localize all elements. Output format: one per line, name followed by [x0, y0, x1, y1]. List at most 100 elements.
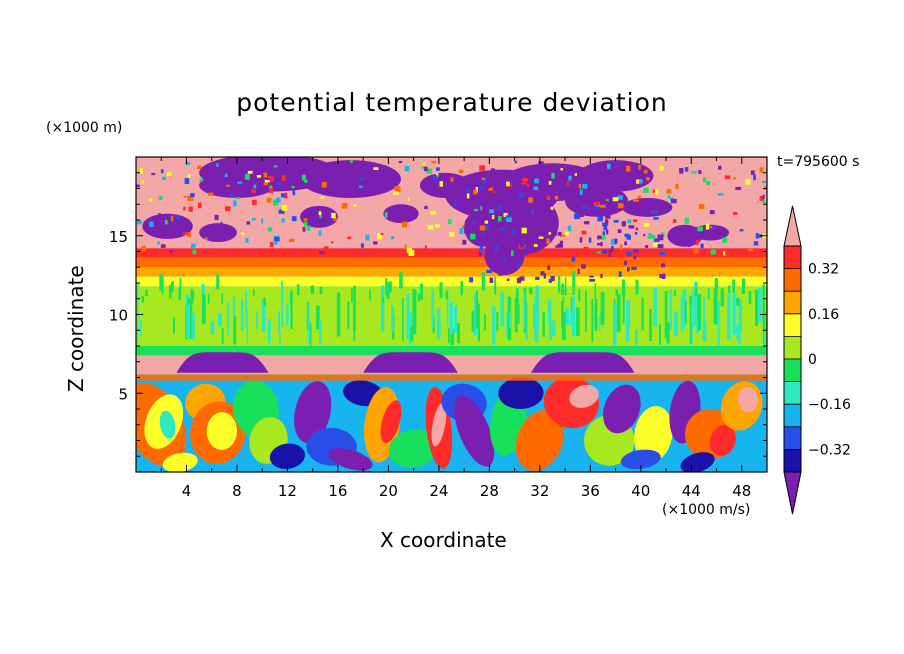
upper-speckle-125	[373, 167, 379, 170]
upper-speckle-261	[267, 227, 273, 232]
colorbar-segment-8	[784, 426, 801, 450]
upper-speckle-300	[435, 167, 440, 171]
mid-upper-streak-30	[445, 291, 448, 300]
upper-speckle-276	[625, 165, 631, 172]
upper-speckle-99	[610, 238, 617, 245]
upper-speckle-151	[710, 249, 716, 255]
mid-streak-110	[496, 311, 499, 332]
mid-streak-5	[471, 310, 476, 332]
upper-speckle-228	[431, 160, 437, 164]
upper-speckle-260	[276, 197, 281, 203]
upper-speckle-73	[653, 242, 659, 247]
lower-blob-5	[206, 412, 237, 450]
upper-speckle-107	[481, 177, 486, 180]
lower-blob-17	[454, 395, 495, 467]
upper-speckle-304	[498, 216, 502, 222]
y-tick-label-15: 15	[109, 228, 128, 246]
mid-streak-25	[347, 301, 350, 329]
upper-speckle-60	[268, 176, 274, 182]
mid-upper-streak-25	[635, 279, 639, 295]
chart-title: potential temperature deviation	[236, 88, 668, 117]
mid-upper-streak-22	[216, 274, 220, 290]
lower-blob-22	[569, 384, 599, 408]
dip-speckle-25	[485, 225, 490, 230]
upper-speckle-120	[633, 219, 638, 223]
upper-speckle-13	[162, 176, 166, 181]
mid-streak-99	[261, 299, 266, 332]
upper-speckle-201	[169, 250, 173, 253]
mid-upper-streak-26	[673, 290, 676, 297]
mid-upper-streak-31	[252, 289, 255, 297]
upper-speckle-90	[302, 226, 306, 232]
upper-speckle-203	[183, 206, 186, 211]
layer-band-5	[136, 276, 767, 287]
upper-speckle-87	[583, 246, 589, 250]
contour-field	[136, 157, 767, 472]
mid-upper-streak-45	[159, 273, 162, 291]
upper-speckle-122	[365, 234, 370, 241]
upper-speckle-319	[190, 193, 195, 198]
upper-speckle-193	[484, 220, 489, 224]
upper-speckle-173	[301, 174, 306, 181]
upper-speckle-313	[373, 241, 378, 245]
upper-speckle-291	[499, 227, 506, 231]
upper-speckle-269	[762, 194, 765, 199]
mid-upper-streak-27	[741, 278, 745, 295]
upper-speckle-158	[427, 168, 432, 174]
upper-speckle-3	[675, 184, 679, 189]
dip-speckle-48	[547, 224, 551, 231]
upper-speckle-265	[263, 172, 268, 178]
upper-speckle-241	[274, 236, 280, 242]
dip-speckle-86	[602, 231, 606, 236]
mid-upper-streak-12	[310, 285, 315, 295]
upper-speckle-189	[672, 219, 677, 223]
mid-streak-109	[547, 299, 552, 323]
lower-blob-25	[634, 406, 673, 463]
dip-speckle-42	[608, 249, 614, 253]
mid-streak-128	[664, 290, 668, 339]
upper-speckle-23	[251, 199, 257, 206]
dip-speckle-15	[574, 213, 580, 220]
mid-upper-streak-55	[207, 294, 210, 304]
upper-speckle-289	[613, 219, 619, 223]
upper-speckle-18	[568, 175, 572, 181]
dip-speckle-84	[516, 277, 522, 284]
colorbar-extend-top	[783, 205, 802, 247]
mid-streak-57	[702, 321, 707, 342]
mid-upper-streak-4	[721, 288, 725, 307]
mid-streak-124	[534, 297, 539, 343]
mid-streak-38	[561, 301, 564, 328]
upper-speckle-266	[642, 187, 649, 193]
dip-speckle-2	[617, 229, 622, 234]
upper-speckle-64	[327, 210, 333, 214]
upper-speckle-140	[582, 204, 586, 210]
lower-blob-13	[388, 429, 439, 468]
mid-upper-streak-58	[420, 283, 423, 300]
mid-streak-112	[189, 304, 193, 339]
upper-speckle-164	[272, 199, 279, 206]
mid-streak-74	[584, 291, 587, 332]
dip-speckle-64	[621, 221, 626, 227]
upper-speckle-271	[534, 178, 539, 184]
x-tick-label-40: 40	[631, 482, 650, 500]
mid-upper-streak-43	[141, 295, 145, 303]
upper-speckle-61	[274, 239, 278, 245]
upper-speckle-270	[216, 163, 219, 167]
mid-streak-106	[523, 293, 526, 330]
mid-streak-123	[191, 312, 195, 340]
upper-speckle-251	[424, 245, 427, 250]
upper-speckle-298	[160, 169, 164, 174]
upper-speckle-235	[229, 194, 234, 198]
mid-upper-streak-57	[179, 277, 182, 296]
mid-streak-129	[437, 320, 441, 335]
upper-speckle-130	[244, 174, 250, 180]
upper-speckle-127	[546, 195, 551, 201]
dip-speckle-8	[548, 278, 553, 283]
mid-streak-135	[548, 319, 553, 341]
upper-speckle-152	[733, 177, 736, 180]
dip-speckle-35	[602, 249, 608, 254]
layer-band-4	[136, 267, 767, 277]
dip-speckle-77	[554, 230, 557, 236]
upper-speckle-106	[550, 206, 554, 210]
upper-speckle-80	[698, 170, 702, 174]
